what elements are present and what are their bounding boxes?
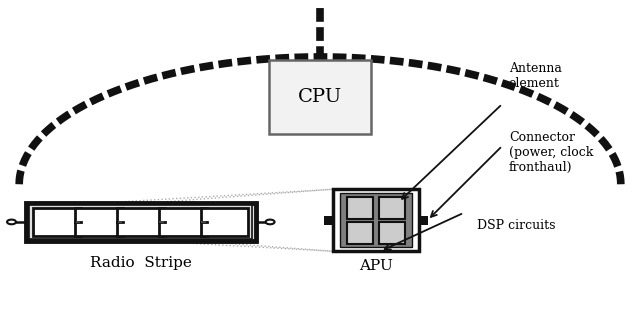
Bar	[200, 208, 248, 236]
Bar	[201, 221, 205, 223]
Bar	[33, 208, 81, 236]
Bar	[419, 216, 428, 225]
Bar	[29, 205, 252, 239]
Text: Connector
(power, clock
fronthaul): Connector (power, clock fronthaul)	[509, 131, 593, 174]
Bar	[159, 208, 207, 236]
Bar	[324, 216, 333, 225]
Bar	[340, 193, 412, 247]
Bar	[333, 189, 419, 251]
Bar	[118, 221, 122, 223]
Bar	[380, 222, 405, 244]
Bar	[347, 222, 372, 244]
Text: DSP circuits: DSP circuits	[477, 219, 556, 232]
Bar	[75, 208, 123, 236]
Bar	[117, 208, 164, 236]
Bar	[76, 221, 81, 223]
Text: Radio  Stripe: Radio Stripe	[90, 256, 192, 270]
Text: CPU: CPU	[298, 88, 342, 106]
Text: APU: APU	[359, 259, 393, 273]
Bar	[159, 221, 164, 223]
Circle shape	[7, 220, 16, 224]
Text: Antenna
element: Antenna element	[509, 62, 562, 90]
Bar	[380, 197, 405, 218]
Bar	[347, 197, 372, 218]
Bar	[26, 203, 256, 241]
Bar	[269, 60, 371, 134]
Circle shape	[266, 220, 275, 224]
